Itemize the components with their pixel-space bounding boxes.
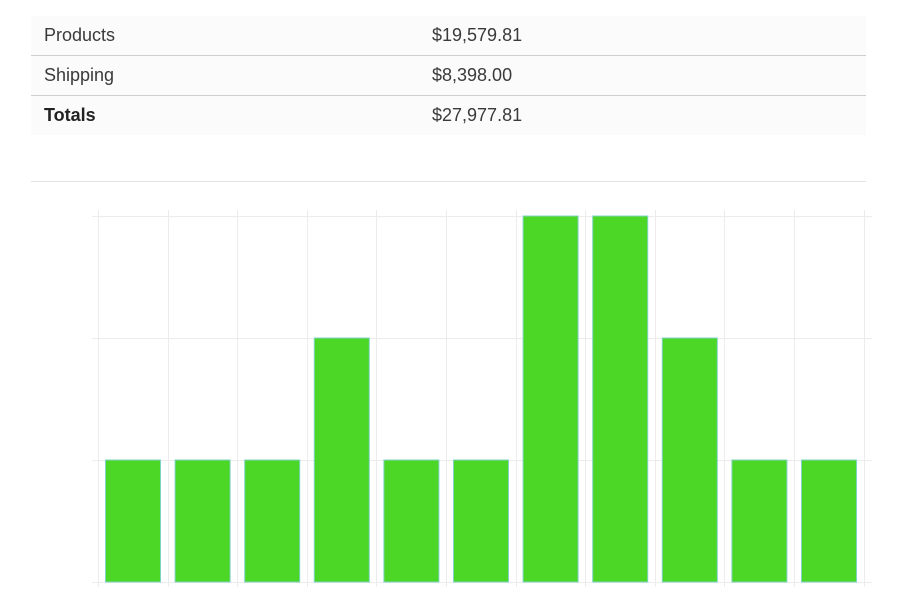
totals-label: Totals	[44, 105, 96, 125]
shipping-label: Shipping	[31, 55, 419, 96]
chart-bar	[731, 459, 788, 583]
chart-bar	[592, 215, 649, 583]
chart-bar	[105, 459, 161, 583]
chart-bar	[661, 337, 718, 583]
table-row-totals: Totals $27,977.81	[31, 96, 866, 136]
chart-bar	[522, 215, 579, 583]
chart-bars	[105, 215, 857, 583]
chart-bar	[244, 459, 301, 583]
chart-bar	[174, 459, 231, 583]
shipping-value: $8,398.00	[419, 55, 866, 96]
products-value: $19,579.81	[419, 16, 866, 56]
chart-bar	[383, 459, 440, 583]
chart-bar	[801, 459, 857, 583]
chart-grid	[92, 210, 872, 587]
order-totals-table: Products $19,579.81 Shipping $8,398.00 T…	[31, 16, 866, 135]
totals-value: $27,977.81	[432, 105, 523, 125]
chart-bar	[313, 337, 370, 583]
table-row-shipping: Shipping $8,398.00	[31, 55, 866, 96]
chart-bar	[453, 459, 509, 583]
section-divider	[31, 181, 866, 182]
table-row-products: Products $19,579.81	[31, 16, 866, 56]
products-label: Products	[31, 16, 419, 56]
